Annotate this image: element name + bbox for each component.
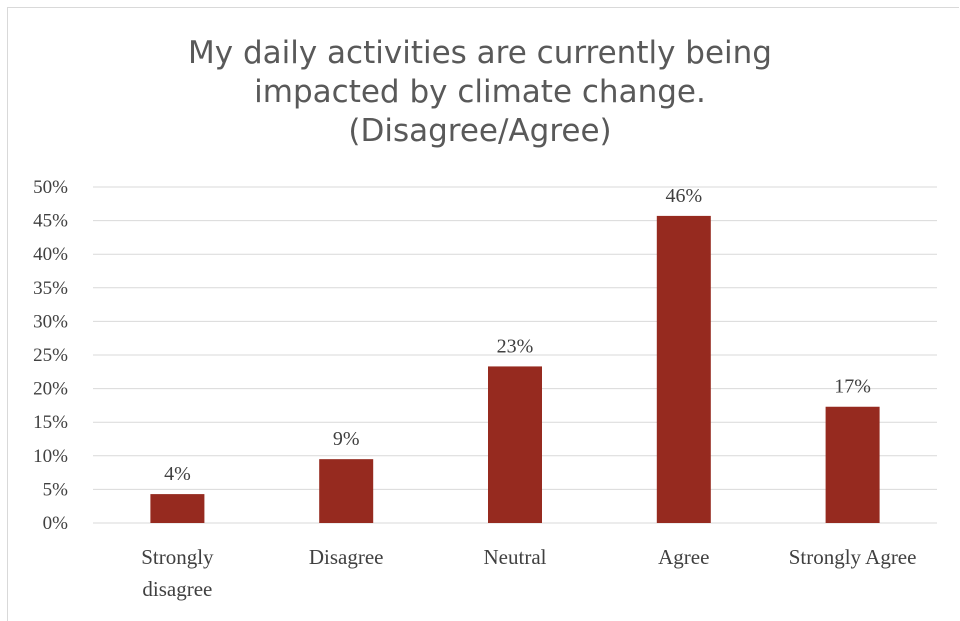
- y-tick-label: 0%: [43, 513, 69, 534]
- bar: [656, 215, 711, 523]
- x-category-label: Strongly: [141, 545, 214, 569]
- y-tick-label: 20%: [33, 379, 68, 400]
- y-tick-label: 35%: [33, 278, 68, 299]
- chart-title-line: impacted by climate change.: [254, 74, 706, 110]
- data-label: 23%: [497, 335, 534, 357]
- bar: [825, 406, 880, 523]
- x-category-label: Agree: [658, 545, 709, 569]
- y-tick-label: 25%: [33, 345, 68, 366]
- y-tick-label: 10%: [33, 446, 68, 467]
- y-tick-label: 45%: [33, 211, 68, 232]
- bar: [488, 366, 542, 523]
- bar: [150, 494, 205, 523]
- data-label: 4%: [164, 463, 191, 485]
- y-tick-label: 40%: [33, 244, 68, 265]
- chart-title-line: My daily activities are currently being: [188, 35, 772, 71]
- data-label: 46%: [665, 185, 702, 207]
- y-tick-label: 5%: [43, 479, 69, 500]
- x-category-label: disagree: [142, 577, 212, 601]
- bar: [319, 459, 374, 523]
- y-tick-label: 50%: [33, 177, 68, 198]
- y-tick-label: 15%: [33, 412, 68, 433]
- chart-title-line: (Disagree/Agree): [348, 113, 612, 149]
- y-tick-label: 30%: [33, 311, 68, 332]
- data-label: 17%: [834, 376, 871, 398]
- data-label: 9%: [333, 428, 360, 450]
- x-category-label: Strongly Agree: [789, 545, 917, 569]
- x-category-label: Disagree: [309, 545, 384, 569]
- x-category-label: Neutral: [484, 545, 547, 569]
- chart-title: My daily activities are currently being i…: [0, 34, 960, 151]
